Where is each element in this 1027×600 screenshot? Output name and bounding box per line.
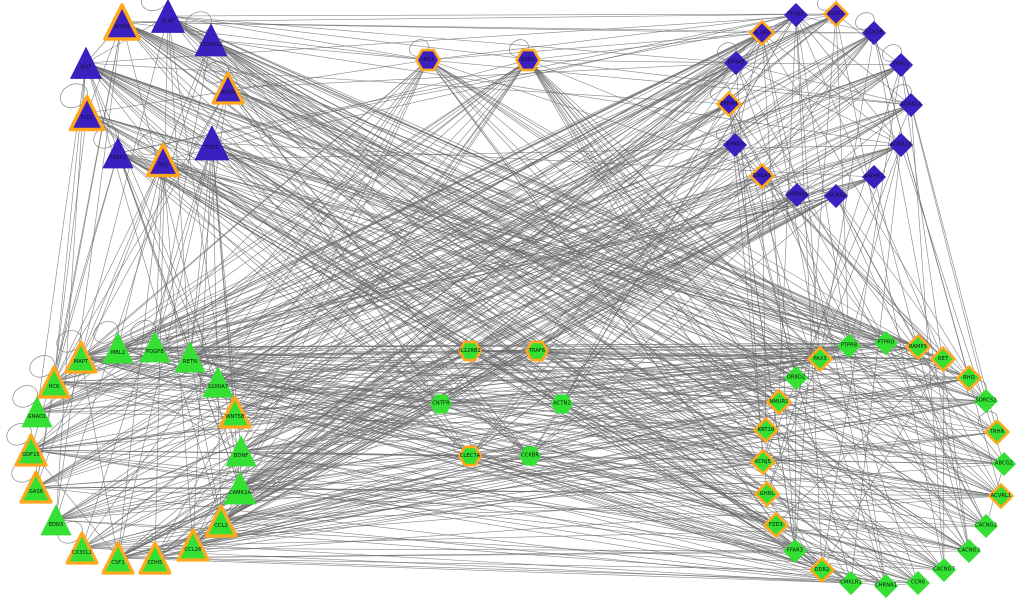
graph-node-fzd3[interactable]: FZD3 <box>761 510 791 540</box>
graph-node-epha4[interactable]: EPHA4 <box>714 89 744 119</box>
graph-node-klrf1[interactable]: KLRF1 <box>821 0 851 29</box>
graph-node-bdnf[interactable]: BDNF <box>224 434 258 468</box>
graph-node-trhr[interactable]: TRHR <box>982 417 1012 447</box>
graph-node-abcg2[interactable]: ABCG2 <box>991 451 1018 478</box>
graph-node-gas6[interactable]: GAS6 <box>17 468 55 506</box>
graph-node-csf1[interactable]: CSF1 <box>99 539 137 577</box>
graph-node-camk2a[interactable]: CAMK2A <box>222 470 258 506</box>
graph-node-acvrl1[interactable]: ACVRL1 <box>986 481 1016 511</box>
graph-node-actn2[interactable]: ACTN2 <box>550 392 575 417</box>
graph-node-artn[interactable]: ARTN <box>209 69 247 107</box>
graph-node-adra1a[interactable]: ADRA1A <box>898 92 925 119</box>
graph-node-ngf[interactable]: NGF <box>69 46 104 81</box>
graph-node-sorcs2[interactable]: SORCS2 <box>973 388 1000 415</box>
graph-node-esr2[interactable]: ESR2 <box>513 45 543 75</box>
graph-node-ccl26[interactable]: CCL26 <box>174 526 212 564</box>
graph-node-ptprb[interactable]: PTPRB <box>836 333 863 360</box>
graph-node-cckbr[interactable]: CCKBR <box>518 444 543 469</box>
graph-node-cdh5[interactable]: CDH5 <box>136 539 174 577</box>
graph-node-gdf15[interactable]: GDF15 <box>12 431 50 469</box>
graph-node-cacng3[interactable]: CACNG3 <box>956 538 983 565</box>
graph-node-fgf6[interactable]: FGF6 <box>193 124 231 162</box>
graph-node-nmur1[interactable]: NMUR1 <box>764 387 794 417</box>
graph-node-ptpro[interactable]: PTPRO <box>873 330 900 357</box>
graph-node-s100a12[interactable]: S100A12 <box>193 22 229 58</box>
graph-node-traf6[interactable]: TRAF6 <box>523 337 551 365</box>
graph-node-ddr2[interactable]: DDR2 <box>807 555 837 585</box>
graph-node-mtpn[interactable]: MTPN <box>100 0 143 43</box>
graph-node-ccr6[interactable]: CCR6 <box>905 570 932 597</box>
graph-node-gnao1[interactable]: GNAO1 <box>20 395 54 429</box>
graph-node-krt18[interactable]: KRT18 <box>751 415 781 445</box>
graph-node-cnga1[interactable]: CNGA1 <box>747 161 777 191</box>
graph-node-pdgfb[interactable]: PDGFB <box>138 330 172 364</box>
graph-node-kcnj5[interactable]: KCNJ5 <box>748 447 778 477</box>
graph-node-cmklr1[interactable]: CMKLR1 <box>838 570 865 597</box>
graph-node-scn3b[interactable]: SCN3B <box>861 20 888 47</box>
graph-node-fn1[interactable]: FN1 <box>143 140 183 180</box>
graph-node-itga5[interactable]: ITGA5 <box>783 2 810 29</box>
graph-node-cacng8[interactable]: CACNG8 <box>823 183 850 210</box>
graph-node-pax3[interactable]: PAX3 <box>805 344 835 374</box>
graph-node-il12rb1[interactable]: IL12RB1 <box>456 337 484 365</box>
graph-node-mbl2[interactable]: MBL2 <box>101 331 135 365</box>
graph-node-ffar3[interactable]: FFAR3 <box>782 538 809 565</box>
graph-node-chrna4[interactable]: CHRNA4 <box>784 182 811 209</box>
graph-node-adra1b[interactable]: ADRA1B <box>888 132 915 159</box>
graph-node-il1r2[interactable]: IL1R2 <box>747 18 777 48</box>
graph-node-fnbp1[interactable]: FNBP1 <box>101 136 135 170</box>
graph-node-cacng7[interactable]: CACNG7 <box>931 557 958 584</box>
graph-node-epha3[interactable]: EPHA3 <box>722 132 749 159</box>
graph-node-cx3cl1[interactable]: CX3CL1 <box>63 529 101 567</box>
graph-node-chrna1[interactable]: CHRNA1 <box>873 573 900 600</box>
graph-node-cacng2[interactable]: CACNG2 <box>973 513 1000 540</box>
graph-node-irs1[interactable]: IRS1 <box>413 45 443 75</box>
graph-node-trpv1[interactable]: TRPV1 <box>888 52 915 79</box>
graph-node-amhr2[interactable]: AMHR2 <box>861 164 888 191</box>
graph-node-plat[interactable]: PLAT <box>150 0 187 34</box>
graph-node-ghrl[interactable]: GHRL <box>752 479 782 509</box>
graph-node-wnt5b[interactable]: WNT5B <box>216 393 254 431</box>
graph-node-cntfr[interactable]: CNTFR <box>429 392 454 417</box>
graph-node-epha5[interactable]: EPHA5 <box>723 50 750 77</box>
graph-node-clec7a[interactable]: CLEC7A <box>456 442 484 470</box>
graph-node-flt1[interactable]: FLT1 <box>66 92 108 134</box>
